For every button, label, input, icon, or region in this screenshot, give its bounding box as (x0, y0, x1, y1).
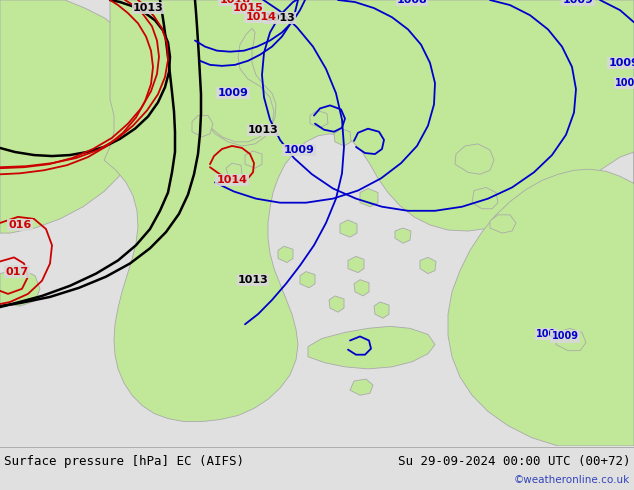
Text: Su 29-09-2024 00:00 UTC (00+72): Su 29-09-2024 00:00 UTC (00+72) (398, 455, 630, 468)
Text: 1013: 1013 (133, 3, 164, 13)
Text: 1013: 1013 (248, 125, 278, 135)
Text: 1009: 1009 (552, 331, 578, 342)
Text: 100: 100 (536, 329, 556, 340)
Text: 100: 100 (615, 78, 634, 88)
Text: 1014: 1014 (245, 12, 276, 22)
Text: 017: 017 (6, 267, 29, 276)
Text: 1008: 1008 (397, 0, 427, 5)
Text: ©weatheronline.co.uk: ©weatheronline.co.uk (514, 475, 630, 485)
Text: 1016: 1016 (219, 0, 250, 5)
Text: 1009: 1009 (217, 88, 249, 98)
Text: 1014: 1014 (216, 175, 247, 185)
Text: 1015: 1015 (233, 3, 263, 13)
Text: Surface pressure [hPa] EC (AIFS): Surface pressure [hPa] EC (AIFS) (4, 455, 244, 468)
Text: 1009: 1009 (562, 0, 593, 5)
Text: 1013: 1013 (264, 13, 295, 23)
Text: 1009: 1009 (609, 58, 634, 68)
Text: 016: 016 (8, 220, 32, 230)
Text: 1013: 1013 (238, 275, 268, 285)
Text: 1009: 1009 (283, 145, 314, 155)
